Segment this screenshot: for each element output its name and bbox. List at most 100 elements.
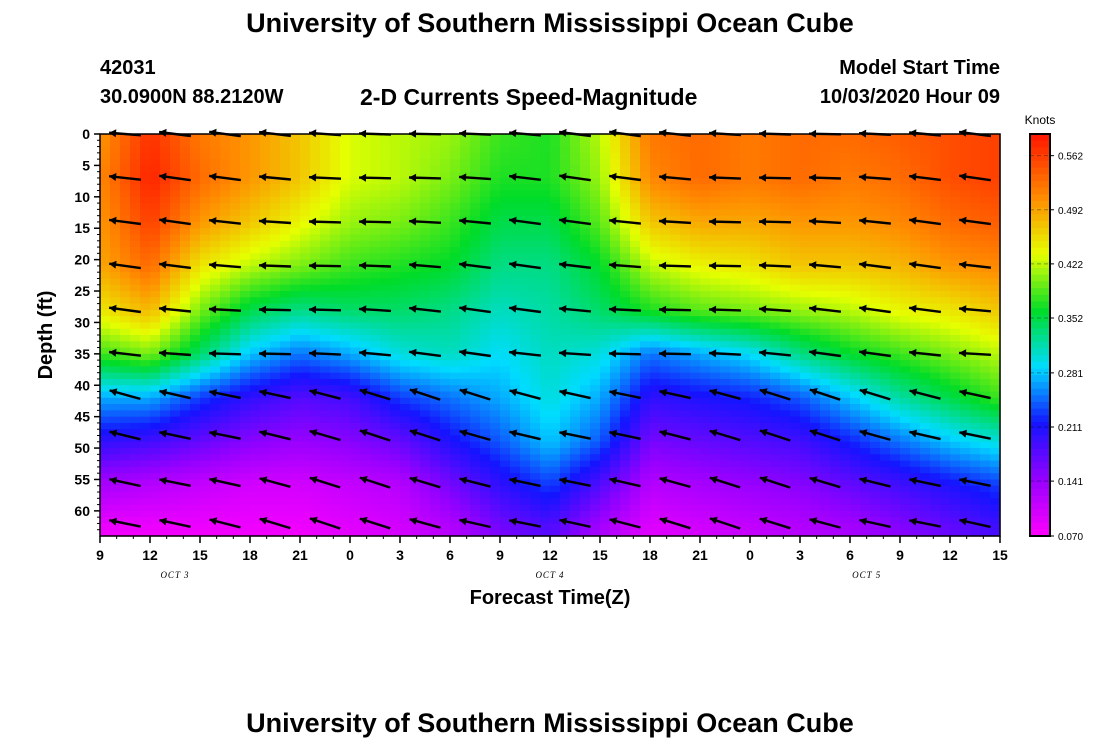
heatmap-cell [410, 372, 421, 380]
heatmap-cell [410, 165, 421, 173]
heatmap-cell [280, 454, 291, 462]
heatmap-cell [630, 341, 641, 349]
heatmap-cell [320, 209, 331, 217]
heatmap-cell [900, 297, 911, 305]
heatmap-cell [340, 152, 351, 160]
heatmap-cell [380, 322, 391, 330]
heatmap-cell [250, 146, 261, 154]
heatmap-cell [900, 441, 911, 449]
heatmap-cell [500, 372, 511, 380]
heatmap-cell [380, 134, 391, 141]
heatmap-cell [540, 429, 551, 437]
heatmap-cell [670, 228, 681, 236]
heatmap-cell [480, 328, 491, 336]
heatmap-cell [910, 316, 921, 324]
heatmap-cell [330, 429, 341, 437]
heatmap-cell [580, 309, 591, 317]
heatmap-cell [700, 146, 711, 154]
heatmap-cell [710, 454, 721, 462]
heatmap-cell [830, 171, 841, 179]
heatmap-cell [210, 177, 221, 185]
heatmap-cell [420, 378, 431, 386]
heatmap-cell [960, 253, 971, 261]
heatmap-cell [370, 466, 381, 474]
heatmap-cell [190, 146, 201, 154]
heatmap-cell [180, 234, 191, 242]
heatmap-cell [770, 378, 781, 386]
heatmap-cell [900, 159, 911, 167]
heatmap-cell [250, 209, 261, 217]
heatmap-cell [680, 429, 691, 437]
heatmap-cell [930, 391, 941, 399]
heatmap-cell [190, 353, 201, 361]
heatmap-cell [190, 404, 201, 411]
heatmap-cell [720, 460, 731, 468]
heatmap-cell [610, 177, 621, 185]
heatmap-cell [310, 234, 321, 242]
heatmap-cell [500, 297, 511, 305]
heatmap-cell [180, 165, 191, 173]
heatmap-cell [370, 234, 381, 242]
heatmap-cell [910, 410, 921, 418]
heatmap-cell [830, 134, 841, 141]
heatmap-cell [230, 228, 241, 236]
heatmap-cell [630, 448, 641, 455]
heatmap-cell [180, 473, 191, 481]
heatmap-cell [630, 221, 641, 229]
heatmap-cell [690, 435, 701, 443]
heatmap-cell [420, 316, 431, 324]
heatmap-cell [160, 422, 171, 430]
heatmap-cell [770, 159, 781, 167]
heatmap-cell [820, 240, 831, 248]
heatmap-cell [690, 240, 701, 248]
heatmap-cell [170, 410, 181, 418]
heatmap-cell [480, 291, 491, 298]
heatmap-cell [630, 397, 641, 405]
heatmap-cell [920, 410, 931, 418]
heatmap-cell [800, 146, 811, 154]
heatmap-cell [610, 378, 621, 386]
heatmap-cell [510, 366, 521, 374]
heatmap-cell [450, 209, 461, 217]
heatmap-cell [600, 209, 611, 217]
heatmap-cell [760, 209, 771, 217]
heatmap-cell [110, 177, 121, 185]
heatmap-cell [850, 316, 861, 324]
heatmap-cell [940, 146, 951, 154]
heatmap-cell [980, 347, 991, 355]
heatmap-cell [680, 441, 691, 449]
heatmap-cell [380, 221, 391, 229]
heatmap-cell [610, 184, 621, 192]
heatmap-cell [610, 335, 621, 342]
heatmap-cell [480, 303, 491, 311]
heatmap-cell [840, 265, 851, 273]
heatmap-cell [700, 416, 711, 424]
heatmap-cell [410, 410, 421, 418]
heatmap-cell [830, 203, 841, 210]
heatmap-cell [610, 360, 621, 368]
heatmap-cell [190, 159, 201, 167]
heatmap-cell [490, 378, 501, 386]
heatmap-cell [970, 272, 981, 280]
heatmap-cell [300, 378, 311, 386]
heatmap-cell [450, 385, 461, 393]
heatmap-cell [920, 265, 931, 273]
heatmap-cell [170, 378, 181, 386]
heatmap-cell [990, 303, 1001, 311]
heatmap-cell [610, 284, 621, 292]
heatmap-cell [840, 316, 851, 324]
heatmap-cell [870, 410, 881, 418]
heatmap-cell [560, 360, 571, 368]
heatmap-cell [640, 140, 651, 148]
heatmap-cell [400, 341, 411, 349]
heatmap-cell [170, 221, 181, 229]
heatmap-cell [580, 240, 591, 248]
heatmap-cell [120, 404, 131, 411]
heatmap-cell [420, 441, 431, 449]
heatmap-cell [840, 404, 851, 411]
heatmap-cell [410, 316, 421, 324]
heatmap-cell [540, 184, 551, 192]
heatmap-cell [180, 391, 191, 399]
heatmap-cell [880, 253, 891, 261]
heatmap-cell [230, 378, 241, 386]
